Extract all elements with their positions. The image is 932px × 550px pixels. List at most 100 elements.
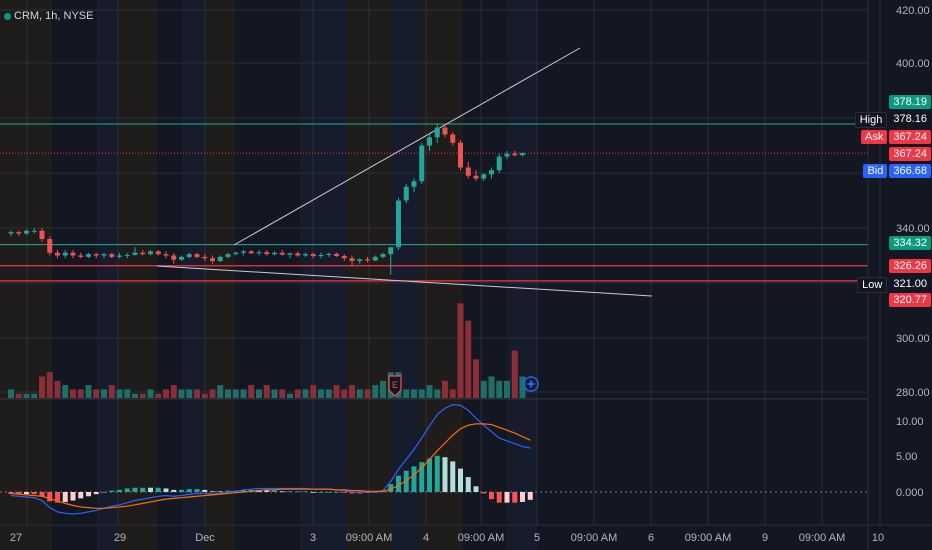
volume-bar bbox=[511, 350, 518, 398]
candle-body bbox=[434, 127, 440, 138]
last-price-label: 367.24 bbox=[889, 147, 931, 161]
candle-body bbox=[86, 254, 91, 257]
candle-body bbox=[287, 253, 293, 255]
candle-body bbox=[241, 251, 246, 253]
session-backgrounds bbox=[0, 0, 463, 550]
candle-body bbox=[16, 232, 22, 234]
session-band bbox=[0, 0, 52, 550]
upper-trendline bbox=[233, 47, 581, 246]
volume-bar bbox=[248, 385, 255, 398]
volume-bar bbox=[333, 385, 340, 398]
time-tick-label: 6 bbox=[648, 532, 654, 544]
candle-body bbox=[380, 254, 386, 257]
candle-body bbox=[473, 175, 479, 179]
price-tick-label: 340.00 bbox=[896, 223, 930, 235]
session-band bbox=[182, 0, 205, 550]
symbol-text: CRM, 1h, NYSE bbox=[14, 10, 94, 22]
candle-body bbox=[171, 255, 177, 260]
volume-bar bbox=[449, 389, 456, 398]
horizontal-levels bbox=[0, 123, 868, 282]
volume-bar bbox=[116, 389, 123, 398]
macd-histogram-bar bbox=[279, 491, 285, 493]
price-axis-ticks: 420.00 400.00 340.00 300.00 280.00 bbox=[896, 5, 930, 399]
symbol-title[interactable]: CRM, 1h, NYSE bbox=[4, 10, 93, 22]
volume-bar bbox=[403, 389, 410, 398]
volume-bar bbox=[294, 389, 301, 398]
time-tick-label: 09:00 AM bbox=[458, 532, 504, 544]
volume-bar bbox=[473, 359, 479, 398]
time-tick-label: 4 bbox=[423, 532, 429, 544]
ask-tag: Ask bbox=[861, 130, 888, 144]
macd-histogram-bar bbox=[388, 484, 394, 492]
volume-bar bbox=[480, 380, 487, 398]
candle-body bbox=[24, 230, 29, 234]
macd-pane bbox=[0, 404, 868, 515]
low-label-group: Low 321.00 bbox=[857, 277, 931, 293]
ask-value: 367.24 bbox=[889, 130, 931, 144]
macd-histogram-bar bbox=[101, 492, 107, 493]
volume-bar bbox=[77, 389, 84, 398]
high-label-group: High 378.16 bbox=[854, 112, 931, 128]
macd-histogram-bar bbox=[155, 487, 161, 492]
volume-bar bbox=[519, 376, 526, 398]
candle-body bbox=[504, 153, 510, 157]
macd-histogram-bar bbox=[264, 490, 270, 492]
macd-histogram-bar bbox=[287, 491, 293, 493]
candle-body bbox=[496, 156, 502, 171]
volume-bar bbox=[434, 389, 441, 398]
candle-body bbox=[264, 252, 270, 255]
candle-body bbox=[62, 252, 68, 256]
macd-histogram-bar bbox=[171, 489, 177, 492]
candle-body bbox=[225, 254, 231, 257]
macd-histogram-bar bbox=[55, 492, 60, 503]
macd-histogram-bar bbox=[434, 455, 440, 492]
macd-histogram-bar bbox=[202, 489, 208, 492]
candle-body bbox=[396, 200, 401, 248]
volume-bar bbox=[279, 389, 286, 398]
macd-histogram-bar bbox=[427, 458, 432, 492]
candle-body bbox=[256, 252, 262, 254]
macd-histogram-bar bbox=[109, 490, 115, 492]
volume-bar bbox=[170, 385, 177, 398]
bid-value: 366.68 bbox=[889, 164, 931, 178]
candle-body bbox=[179, 256, 184, 260]
earnings-marker[interactable]: E bbox=[388, 375, 402, 397]
candle-body bbox=[295, 253, 301, 256]
volume-bar bbox=[240, 389, 247, 398]
dividend-icon[interactable] bbox=[523, 376, 539, 392]
volume-bar bbox=[418, 389, 425, 398]
volume-bar bbox=[8, 389, 14, 398]
candle-body bbox=[55, 252, 60, 256]
macd-histogram-bar bbox=[86, 492, 91, 497]
macd-histogram-bar bbox=[31, 492, 37, 495]
macd-histogram-bar bbox=[241, 489, 246, 492]
volume-bar bbox=[364, 389, 371, 398]
volume-bar bbox=[318, 389, 324, 398]
candle-body bbox=[341, 256, 347, 259]
candle-body bbox=[194, 254, 200, 257]
candle-body bbox=[349, 258, 355, 261]
volume-bar bbox=[93, 389, 100, 398]
macd-histogram-bar bbox=[163, 488, 169, 492]
volume-bar bbox=[163, 389, 169, 398]
candle-body bbox=[326, 253, 332, 255]
time-tick-label: 29 bbox=[114, 532, 126, 544]
macd-histogram-bar bbox=[396, 475, 401, 492]
macd-histogram-bar bbox=[318, 492, 324, 493]
macd-histogram-bar bbox=[465, 477, 471, 492]
macd-histogram-bar bbox=[341, 492, 347, 493]
volume-bar bbox=[132, 393, 138, 398]
macd-histogram-bar bbox=[473, 486, 479, 492]
macd-histogram-bar bbox=[496, 492, 502, 503]
candle-body bbox=[303, 254, 308, 256]
candle-body bbox=[372, 256, 378, 261]
high-tag: High bbox=[854, 112, 888, 128]
bid-label-group: Bid 366.68 bbox=[863, 164, 931, 178]
macd-histogram-bar bbox=[450, 461, 456, 492]
candle-body bbox=[465, 167, 471, 176]
candle-body bbox=[132, 252, 138, 255]
candle-body bbox=[163, 254, 169, 256]
level-320-label: 320.77 bbox=[889, 293, 931, 307]
candle-body bbox=[217, 256, 223, 261]
